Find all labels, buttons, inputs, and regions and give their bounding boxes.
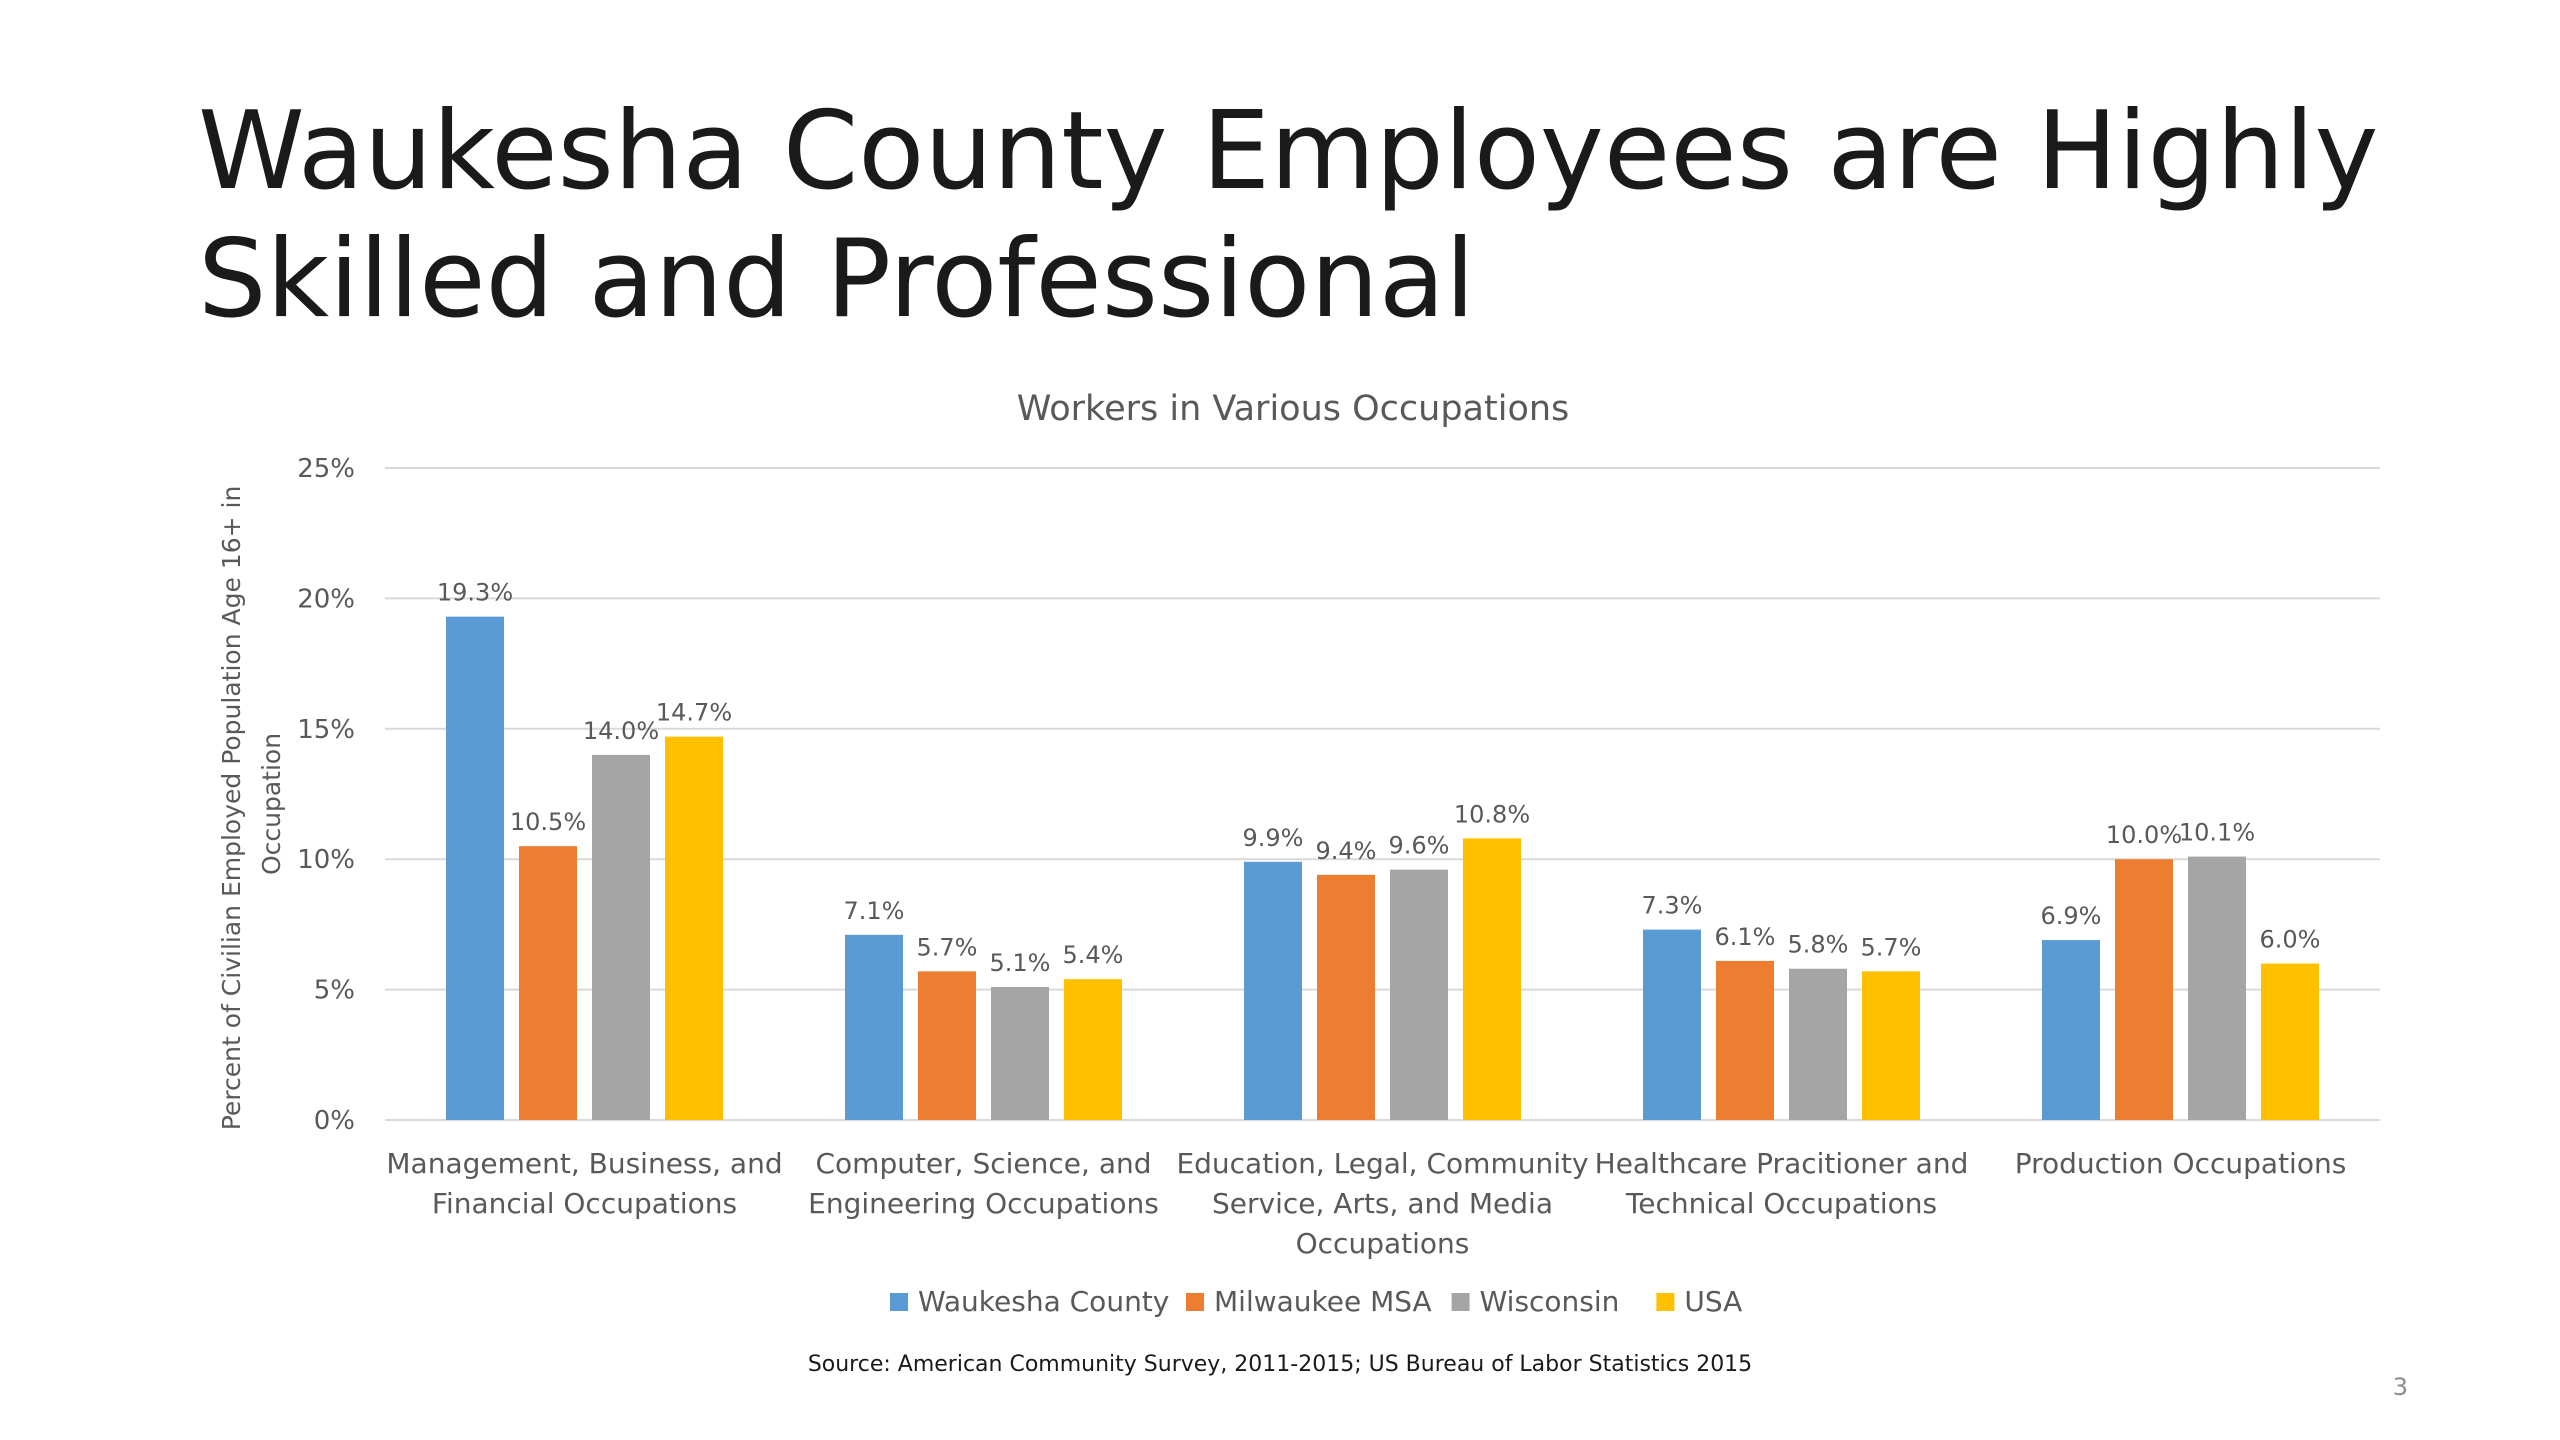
legend: Waukesha County Milwaukee MSA Wisconsin USA (890, 1285, 1742, 1318)
bar (519, 846, 577, 1120)
data-label: 5.7% (917, 933, 978, 961)
y-tick-label: 20% (297, 584, 355, 614)
x-tick-label-line: Engineering Occupations (808, 1187, 1159, 1220)
legend-swatch (1186, 1293, 1204, 1311)
slide-title: Waukesha County Employees are Highly Ski… (198, 88, 2398, 344)
y-tick-label: 5% (314, 976, 355, 1006)
bar (1244, 861, 1302, 1120)
data-label: 9.9% (1243, 824, 1304, 852)
x-tick-label-line: Service, Arts, and Media (1212, 1187, 1553, 1220)
x-tick-label-line: Production Occupations (2015, 1147, 2347, 1180)
data-label: 19.3% (437, 579, 513, 607)
bar (446, 616, 504, 1120)
legend-label: USA (1684, 1285, 1742, 1318)
bar (1064, 979, 1122, 1120)
slide-title-line-2: Skilled and Professional (198, 217, 1476, 342)
data-label: 14.0% (583, 717, 659, 745)
legend-swatch (1451, 1293, 1470, 1311)
x-tick-label-line: Financial Occupations (432, 1187, 737, 1220)
bar (1862, 971, 1920, 1120)
x-tick-label: Healthcare Pracitioner and Technical Occu… (1595, 1147, 1969, 1220)
x-tick-label: Management, Business, and Financial Occup… (386, 1147, 782, 1220)
x-tick-label-line: Management, Business, and (386, 1147, 782, 1180)
x-tick-label-line: Occupations (1296, 1227, 1470, 1260)
source-note: Source: American Community Survey, 2011-… (807, 1352, 1753, 1377)
x-tick-label-line: Computer, Science, and (815, 1147, 1151, 1180)
legend-label: Waukesha County (918, 1285, 1169, 1318)
bar (2261, 963, 2319, 1120)
x-tick-label-line: Technical Occupations (1625, 1187, 1937, 1220)
bar (991, 986, 1049, 1120)
bar (918, 971, 976, 1120)
y-tick-label: 15% (297, 715, 355, 745)
data-label: 5.4% (1063, 941, 1124, 969)
bar (1463, 838, 1521, 1120)
page-number: 3 (2392, 1373, 2408, 1401)
data-label: 6.1% (1715, 923, 1776, 951)
slide-title-line-1: Waukesha County Employees are Highly (198, 89, 2379, 214)
data-label: 7.1% (844, 897, 905, 925)
bar (1317, 874, 1375, 1120)
data-label: 10.5% (510, 808, 586, 836)
legend-swatch (1656, 1293, 1675, 1311)
data-label: 10.0% (2106, 821, 2182, 849)
bar (845, 934, 903, 1120)
data-label: 10.8% (1454, 800, 1530, 828)
legend-label: Wisconsin (1480, 1285, 1620, 1318)
data-label: 7.3% (1642, 892, 1703, 920)
y-tick-label: 0% (314, 1106, 355, 1136)
data-label: 14.7% (656, 699, 732, 727)
data-label: 9.4% (1316, 837, 1377, 865)
data-label: 5.8% (1788, 931, 1849, 959)
data-labels: 19.3% 10.5% 14.0%14.7% 7.1% 5.7% 5.1% 5.4% 9.9%… (437, 579, 2321, 977)
y-axis-label: Percent of Civilian Employed Population … (217, 478, 286, 1131)
bar (2115, 859, 2173, 1120)
x-tick-label: Production Occupations (2015, 1147, 2347, 1180)
bar (1390, 869, 1448, 1120)
bar (1643, 929, 1701, 1120)
data-label: 9.6% (1389, 832, 1450, 860)
data-label: 10.1% (2179, 819, 2255, 847)
legend-swatch (890, 1293, 908, 1311)
y-axis-label-line-1: Percent of Civilian Employed Population … (217, 486, 246, 1131)
data-label: 6.0% (2260, 926, 2321, 954)
x-axis-labels: Management, Business, and Financial Occup… (386, 1147, 2346, 1260)
bars (446, 616, 2319, 1120)
bar (1789, 968, 1847, 1120)
bar (2042, 940, 2100, 1120)
data-label: 6.9% (2041, 902, 2102, 930)
data-label: 5.7% (1861, 933, 1922, 961)
bar (1716, 960, 1774, 1120)
y-axis-ticks: 0% 5% 10% 15% 20% 25% (297, 454, 355, 1136)
y-axis-label-line-2: Occupation (257, 733, 286, 875)
bar (592, 754, 650, 1120)
bar (2188, 856, 2246, 1120)
x-tick-label: Education, Legal, Community Service, Arts… (1176, 1147, 1588, 1260)
x-tick-label-line: Education, Legal, Community (1176, 1147, 1588, 1180)
bar (665, 736, 723, 1120)
y-tick-label: 25% (297, 454, 355, 484)
x-tick-label-line: Healthcare Pracitioner and (1595, 1147, 1969, 1180)
data-label: 5.1% (990, 949, 1051, 977)
x-tick-label: Computer, Science, and Engineering Occupa… (808, 1147, 1159, 1220)
chart-title: Workers in Various Occupations (1017, 389, 1570, 429)
legend-label: Milwaukee MSA (1214, 1285, 1432, 1318)
y-tick-label: 10% (297, 845, 355, 875)
